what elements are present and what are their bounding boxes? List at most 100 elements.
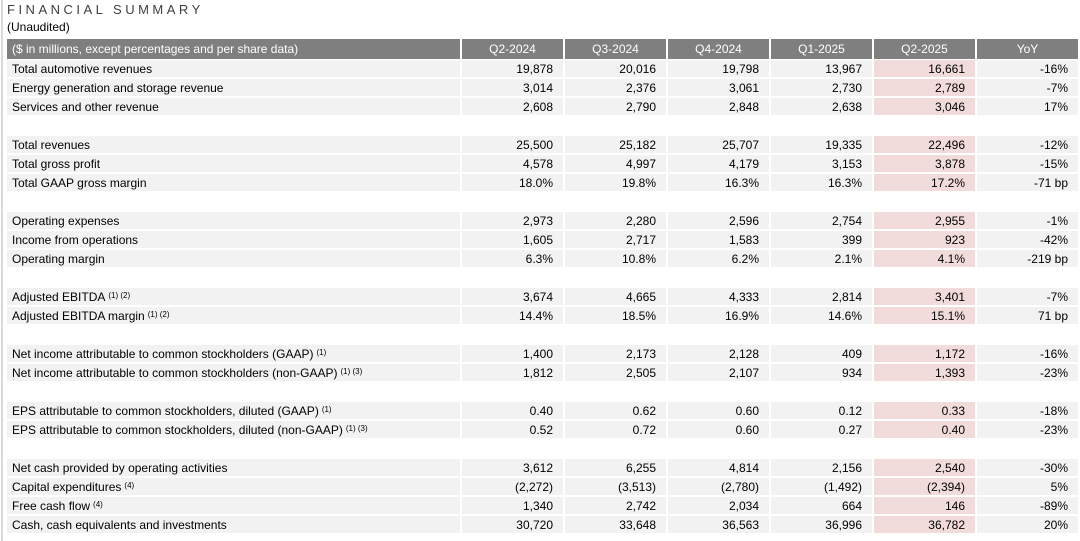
column-header: Q2-2025	[872, 39, 975, 59]
row-label: Operating expenses	[7, 212, 460, 229]
cell-value: 20,016	[563, 60, 666, 77]
row-label: Net income attributable to common stockh…	[7, 364, 460, 381]
cell-yoy: -23%	[975, 421, 1078, 438]
cell-value: 13,967	[769, 60, 872, 77]
cell-value: 3,153	[769, 155, 872, 172]
cell-yoy: 5%	[975, 478, 1078, 495]
cell-yoy: 71 bp	[975, 307, 1078, 324]
cell-value: 30,720	[460, 516, 563, 533]
cell-value: 923	[872, 231, 975, 248]
footnote-marker: (4)	[93, 500, 103, 509]
cell-yoy: -16%	[975, 345, 1078, 362]
footnote-marker: (1)	[316, 348, 327, 357]
cell-value: 3,674	[460, 288, 563, 305]
row-label: Total gross profit	[7, 155, 460, 172]
table-row: Adjusted EBITDA margin (1) (2) 14.4% 18.5%…	[7, 307, 1078, 324]
cell-value: 0.60	[666, 402, 769, 419]
cell-value: 16.3%	[769, 174, 872, 191]
table-row: Capital expenditures (4) (2,272) (3,513) (2…	[7, 478, 1078, 495]
footnote-marker: (1) (2)	[147, 310, 170, 319]
cell-value: 2,814	[769, 288, 872, 305]
cell-value: 0.27	[769, 421, 872, 438]
table-header-row: ($ in millions, except percentages and p…	[7, 39, 1078, 59]
cell-value: 4,997	[563, 155, 666, 172]
table-row: Services and other revenue 2,608 2,790 2,8…	[7, 98, 1078, 115]
cell-value: 22,496	[872, 136, 975, 153]
cell-value: 0.60	[666, 421, 769, 438]
row-label-text: Energy generation and storage revenue	[12, 80, 224, 95]
page-title: FINANCIAL SUMMARY	[7, 2, 204, 17]
cell-value: 1,812	[460, 364, 563, 381]
cell-value: 0.40	[460, 402, 563, 419]
row-label-text: Services and other revenue	[12, 99, 159, 114]
cell-value: 25,182	[563, 136, 666, 153]
row-label-text: Capital expenditures	[12, 479, 122, 494]
row-label-text: Total gross profit	[12, 156, 101, 171]
cell-value: 4,333	[666, 288, 769, 305]
cell-value: 16,661	[872, 60, 975, 77]
cell-value: 2,973	[460, 212, 563, 229]
cell-value: (2,394)	[872, 478, 975, 495]
group-spacer	[7, 193, 1078, 212]
group-spacer	[7, 117, 1078, 136]
cell-yoy: -1%	[975, 212, 1078, 229]
cell-yoy: -7%	[975, 79, 1078, 96]
cell-value: 1,605	[460, 231, 563, 248]
table-row: Net cash provided by operating activitie…	[7, 459, 1078, 476]
cell-value: 0.52	[460, 421, 563, 438]
cell-value: 2,505	[563, 364, 666, 381]
cell-value: 664	[769, 497, 872, 514]
cell-value: 1,340	[460, 497, 563, 514]
cell-value: 25,500	[460, 136, 563, 153]
row-label-text: Total automotive revenues	[12, 61, 153, 76]
cell-value: 2,107	[666, 364, 769, 381]
row-label-text: Cash, cash equivalents and investments	[12, 517, 227, 532]
cell-value: 146	[872, 497, 975, 514]
table-row: Energy generation and storage revenue 3,…	[7, 79, 1078, 96]
table-row: EPS attributable to common stockholders,…	[7, 402, 1078, 419]
cell-value: 3,878	[872, 155, 975, 172]
cell-value: 3,014	[460, 79, 563, 96]
row-label-text: Income from operations	[12, 232, 139, 247]
cell-value: 0.72	[563, 421, 666, 438]
table-row: Operating margin 6.3% 10.8% 6.2% 2.1% 4.1% -2…	[7, 250, 1078, 267]
table-row: Total gross profit 4,578 4,997 4,179 3,153 3…	[7, 155, 1078, 172]
row-label-text: Operating margin	[12, 251, 105, 266]
row-label-text: Operating expenses	[12, 213, 120, 228]
row-label: Operating margin	[7, 250, 460, 267]
cell-value: 18.0%	[460, 174, 563, 191]
cell-value: 16.9%	[666, 307, 769, 324]
cell-value: 4.1%	[872, 250, 975, 267]
table-row: Net income attributable to common stockh…	[7, 345, 1078, 362]
cell-value: 934	[769, 364, 872, 381]
row-label: Net income attributable to common stockh…	[7, 345, 460, 362]
row-label: EPS attributable to common stockholders,…	[7, 402, 460, 419]
row-label: Total automotive revenues	[7, 60, 460, 77]
footnote-marker: (1)	[321, 405, 332, 414]
cell-value: 2,596	[666, 212, 769, 229]
cell-value: 2,638	[769, 98, 872, 115]
row-label-text: Net income attributable to common stockh…	[12, 365, 338, 380]
cell-value: 6.2%	[666, 250, 769, 267]
row-label-text: EPS attributable to common stockholders,…	[12, 422, 343, 437]
cell-yoy: -15%	[975, 155, 1078, 172]
row-label-text: Total revenues	[12, 137, 91, 152]
table-row: Net income attributable to common stockh…	[7, 364, 1078, 381]
cell-value: 2,789	[872, 79, 975, 96]
cell-value: 18.5%	[563, 307, 666, 324]
column-header: Q4-2024	[666, 39, 769, 59]
table-row: Cash, cash equivalents and investments 3…	[7, 516, 1078, 533]
cell-value: 36,996	[769, 516, 872, 533]
cell-value: 19.8%	[563, 174, 666, 191]
footnote-marker: (1) (2)	[108, 291, 131, 300]
cell-yoy: -7%	[975, 288, 1078, 305]
row-label-text: Adjusted EBITDA	[12, 289, 106, 304]
row-label: Capital expenditures (4)	[7, 478, 460, 495]
table-row: Total revenues 25,500 25,182 25,707 19,335 2…	[7, 136, 1078, 153]
table-row: Total GAAP gross margin 18.0% 19.8% 16.3% 1…	[7, 174, 1078, 191]
cell-value: 6.3%	[460, 250, 563, 267]
cell-value: 2,848	[666, 98, 769, 115]
cell-yoy: 20%	[975, 516, 1078, 533]
cell-value: 4,179	[666, 155, 769, 172]
cell-value: 3,612	[460, 459, 563, 476]
